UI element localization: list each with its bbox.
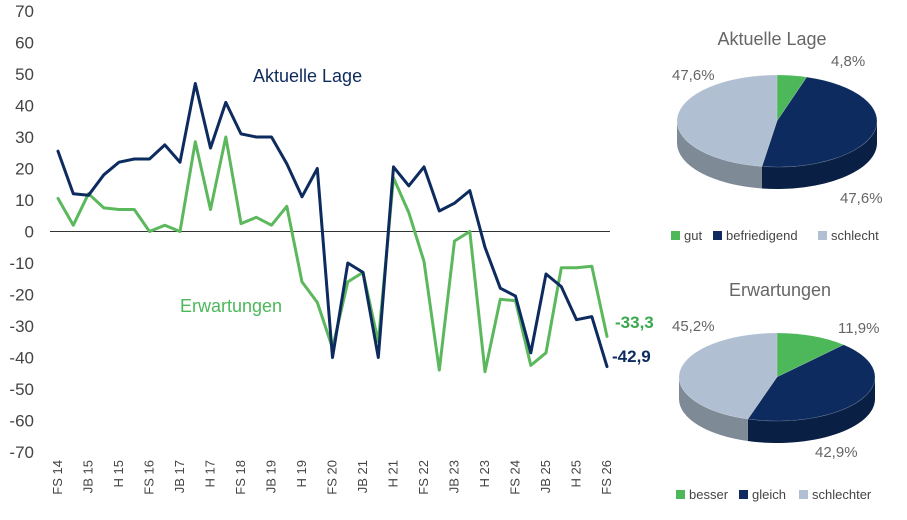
y-tick-label: -70 bbox=[9, 443, 34, 462]
pie-value-label-besser: 11,9% bbox=[838, 320, 879, 337]
y-tick-label: 60 bbox=[15, 34, 34, 53]
pie-value-label-schlechter: 45,2% bbox=[672, 318, 715, 335]
legend-swatch-gut bbox=[671, 231, 680, 240]
pie-chart-erwartungen: Erwartungen 45,2% 11,9% 42,9% besser gle… bbox=[672, 280, 879, 502]
y-tick-label: -40 bbox=[9, 349, 34, 368]
x-tick-label: FS 18 bbox=[233, 460, 248, 495]
pie-legend-aktuelle-lage: gut befriedigend schlecht bbox=[671, 228, 879, 243]
x-tick-label: JB 19 bbox=[264, 460, 279, 493]
x-tick-label: JB 15 bbox=[81, 460, 96, 493]
x-tick-label: FS 26 bbox=[599, 460, 614, 495]
pie-slice-schlechter bbox=[678, 332, 778, 420]
legend-label-befriedigend: befriedigend bbox=[726, 228, 798, 243]
legend-label-besser: besser bbox=[689, 487, 729, 502]
x-tick-label: FS 16 bbox=[142, 460, 157, 495]
legend-swatch-schlechter bbox=[799, 490, 808, 499]
pie-title-erwartungen: Erwartungen bbox=[729, 280, 831, 300]
x-tick-label: H 15 bbox=[111, 460, 126, 487]
y-tick-label: -60 bbox=[9, 412, 34, 431]
pie-value-label-schlecht: 47,6% bbox=[672, 67, 715, 84]
x-tick-label: H 21 bbox=[386, 460, 401, 487]
y-tick-label: -50 bbox=[9, 380, 34, 399]
legend-label-schlecht: schlecht bbox=[831, 228, 879, 243]
end-value-label-erwartungen: -33,3 bbox=[615, 313, 654, 332]
y-tick-label: 30 bbox=[15, 128, 34, 147]
pie-wall-aktuelle-lage-befriedigend bbox=[761, 121, 877, 189]
x-tick-label: FS 20 bbox=[325, 460, 340, 495]
y-tick-label: 40 bbox=[15, 97, 34, 116]
y-tick-label: -30 bbox=[9, 317, 34, 336]
x-tick-label: JB 25 bbox=[538, 460, 553, 493]
x-tick-label: JB 23 bbox=[447, 460, 462, 493]
x-tick-label: FS 22 bbox=[416, 460, 431, 495]
series-label-erwartungen: Erwartungen bbox=[180, 296, 282, 316]
series-label-aktuelle-lage: Aktuelle Lage bbox=[253, 66, 362, 86]
pie-slice-gleich bbox=[747, 344, 876, 422]
y-tick-label: 70 bbox=[15, 2, 34, 21]
pie-slices-erwartungen bbox=[678, 332, 876, 444]
pie-slice-schlecht bbox=[676, 74, 778, 167]
pie-chart-aktuelle-lage: Aktuelle Lage 47,6% 4,8% 47,6% gut befri… bbox=[671, 29, 883, 243]
pie-slice-gut bbox=[776, 74, 808, 122]
pie-slices-aktuelle-lage bbox=[676, 74, 878, 189]
series-line-erwartungen bbox=[56, 135, 609, 374]
x-tick-label: JB 21 bbox=[355, 460, 370, 493]
pie-wall-erwartungen-schlechter bbox=[679, 377, 748, 442]
x-tick-label: H 19 bbox=[294, 460, 309, 487]
x-tick-label: H 25 bbox=[569, 460, 584, 487]
end-value-label-aktuelle-lage: -42,9 bbox=[612, 347, 651, 366]
y-tick-label: 20 bbox=[15, 160, 34, 179]
pie-slice-besser bbox=[776, 332, 845, 378]
y-tick-label: 10 bbox=[15, 191, 34, 210]
x-tick-label: H 17 bbox=[203, 460, 218, 487]
y-axis: 70 60 50 40 30 20 10 0 -10 -20 -30 -40 -50 -60 -70 bbox=[9, 2, 34, 462]
legend-swatch-schlecht bbox=[818, 231, 827, 240]
pie-legend-erwartungen: besser gleich schlechter bbox=[676, 487, 872, 502]
y-tick-label: 50 bbox=[15, 65, 34, 84]
line-chart: 70 60 50 40 30 20 10 0 -10 -20 -30 -40 -50 -60 -70 FS … bbox=[9, 2, 653, 495]
x-tick-label: H 23 bbox=[477, 460, 492, 487]
x-axis: FS 14 JB 15 H 15 FS 16 JB 17 H 17 FS 18 JB 19 H … bbox=[50, 460, 614, 495]
pie-wall-aktuelle-lage-schlecht bbox=[677, 121, 762, 189]
pie-value-label-gut: 4,8% bbox=[831, 53, 865, 70]
legend-label-schlechter: schlechter bbox=[812, 487, 872, 502]
pie-value-label-befriedigend: 47,6% bbox=[840, 190, 883, 207]
x-tick-label: FS 14 bbox=[50, 460, 65, 495]
x-tick-label: FS 24 bbox=[508, 460, 523, 495]
x-tick-label: JB 17 bbox=[172, 460, 187, 493]
legend-swatch-befriedigend bbox=[713, 231, 722, 240]
pie-title-aktuelle-lage: Aktuelle Lage bbox=[717, 29, 826, 49]
legend-label-gut: gut bbox=[684, 228, 702, 243]
pie-slice-befriedigend bbox=[761, 76, 878, 168]
pie-value-label-gleich: 42,9% bbox=[815, 444, 858, 461]
legend-swatch-gleich bbox=[739, 490, 748, 499]
y-tick-label: -20 bbox=[9, 286, 34, 305]
series-line-aktuelle-lage bbox=[56, 82, 609, 369]
pie-wall-erwartungen-gleich bbox=[747, 377, 875, 444]
legend-label-gleich: gleich bbox=[752, 487, 786, 502]
series-layer bbox=[56, 82, 609, 374]
y-tick-label: 0 bbox=[25, 223, 34, 242]
legend-swatch-besser bbox=[676, 490, 685, 499]
y-tick-label: -10 bbox=[9, 254, 34, 273]
